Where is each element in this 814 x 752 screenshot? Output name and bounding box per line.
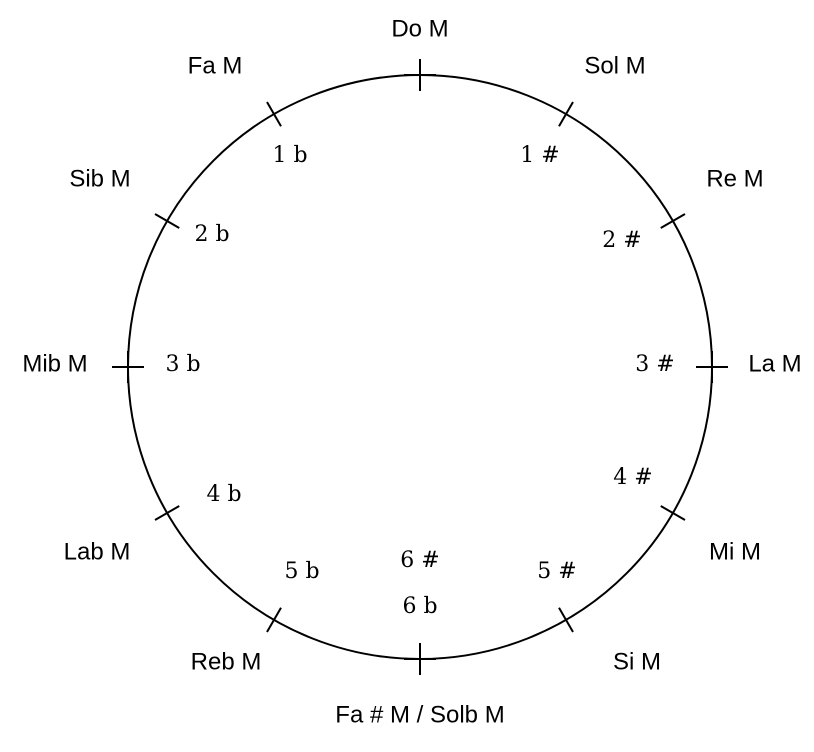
signature-label: 4 b	[206, 482, 241, 507]
signature-label: 6 b	[402, 594, 437, 619]
tick	[660, 505, 686, 521]
signature-label: 2 #	[602, 228, 641, 253]
signature-label: 6 #	[400, 548, 439, 573]
signature-label: 5 b	[284, 559, 319, 584]
key-label: Reb M	[191, 648, 262, 675]
tick	[154, 213, 180, 229]
key-label: Sib M	[69, 165, 130, 192]
signature-label: 1 b	[272, 143, 307, 168]
tick	[266, 101, 282, 127]
tick	[154, 505, 180, 521]
key-label: Si M	[613, 648, 661, 675]
key-label: Fa M	[188, 52, 243, 79]
signature-label: 4 #	[613, 465, 652, 490]
tick	[660, 213, 686, 229]
key-label: Re M	[706, 165, 763, 192]
ticks	[112, 59, 728, 675]
signature-label: 1 #	[520, 143, 559, 168]
key-label: Do M	[391, 15, 448, 42]
key-label: Mib M	[22, 350, 87, 377]
signature-label: 3 #	[635, 352, 674, 377]
tick	[558, 607, 574, 633]
signature-label: 2 b	[194, 222, 229, 247]
tick	[558, 101, 574, 127]
key-label: Lab M	[64, 538, 131, 565]
key-label: Fa # M / Solb M	[335, 701, 504, 728]
signature-label: 5 #	[537, 559, 576, 584]
key-label: Mi M	[709, 538, 761, 565]
signature-label: 3 b	[165, 352, 200, 377]
tick	[266, 607, 282, 633]
key-label: Sol M	[584, 52, 645, 79]
key-label: La M	[748, 350, 801, 377]
